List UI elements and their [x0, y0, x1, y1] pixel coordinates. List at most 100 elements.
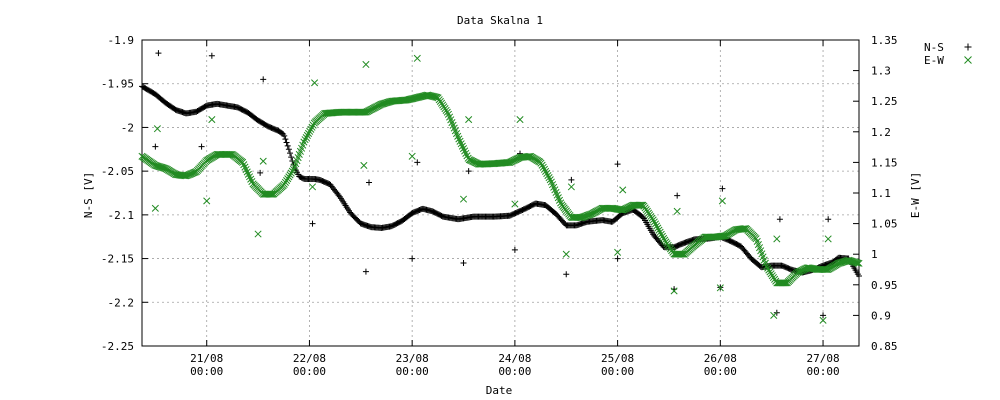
y2-tick-label: 0.9	[871, 309, 891, 322]
y-tick-label: -1.9	[108, 34, 135, 47]
y2-tick-label: 1.2	[871, 126, 891, 139]
data-point-e-w	[654, 224, 662, 232]
outlier-point-n-s	[362, 268, 369, 275]
y-tick-label: -2.25	[101, 340, 134, 353]
data-point-e-w	[227, 150, 235, 158]
outlier-point-e-w	[311, 79, 319, 87]
y2-tick-label: 0.85	[871, 340, 898, 353]
x-tick-label-date: 23/08	[396, 352, 429, 365]
outlier-point-n-s	[260, 76, 267, 83]
y-axis-label: N-S [V]	[82, 172, 95, 218]
outlier-point-n-s	[208, 52, 215, 59]
outlier-point-n-s	[825, 216, 832, 223]
data-point-e-w	[303, 131, 311, 140]
outlier-point-e-w	[773, 235, 781, 243]
data-point-e-w	[540, 165, 548, 173]
data-point-e-w	[651, 220, 660, 228]
outlier-point-e-w	[151, 204, 159, 212]
data-point-e-w	[855, 259, 863, 267]
outlier-point-e-w	[718, 197, 726, 205]
data-point-n-s	[856, 273, 862, 280]
y-tick-label: -2.05	[101, 165, 134, 178]
x-tick-label-time: 00:00	[293, 365, 326, 378]
outlier-point-n-s	[776, 216, 783, 223]
data-point-e-w	[538, 161, 546, 169]
outlier-point-n-s	[257, 169, 264, 176]
outlier-point-n-s	[366, 179, 373, 186]
x-tick-label-time: 00:00	[396, 365, 429, 378]
data-point-e-w	[544, 171, 552, 180]
y2-tick-label: 1	[871, 248, 878, 261]
y2-tick-label: 1.3	[871, 65, 891, 78]
outlier-point-n-s	[309, 220, 316, 227]
y-tick-label: -2.15	[101, 253, 134, 266]
x-tick-label-date: 24/08	[498, 352, 531, 365]
outlier-point-e-w	[716, 284, 724, 292]
legend-marker-n-s	[964, 43, 972, 51]
y2-tick-label: 1.35	[871, 34, 898, 47]
data-point-e-w	[301, 136, 309, 144]
data-point-e-w	[308, 123, 316, 131]
outlier-point-e-w	[254, 230, 262, 238]
data-point-e-w	[679, 250, 687, 258]
outlier-point-n-s	[614, 161, 621, 168]
outlier-point-e-w	[459, 195, 468, 203]
y2-tick-label: 1.25	[871, 95, 898, 108]
data-point-n-s	[289, 158, 296, 165]
outlier-point-e-w	[516, 116, 524, 124]
data-point-e-w	[306, 127, 314, 135]
outlier-point-n-s	[719, 185, 726, 192]
outlier-point-e-w	[360, 161, 368, 170]
data-point-n-s	[639, 214, 646, 221]
data-point-n-s	[282, 136, 289, 143]
outlier-point-e-w	[465, 116, 473, 124]
data-point-e-w	[542, 167, 550, 175]
data-point-n-s	[285, 146, 292, 153]
outlier-point-n-s	[414, 159, 421, 166]
data-point-e-w	[160, 164, 168, 172]
x-tick-label-date: 21/08	[190, 352, 223, 365]
outlier-point-n-s	[674, 192, 681, 199]
data-point-e-w	[853, 259, 861, 267]
data-point-e-w	[239, 158, 247, 166]
y2-tick-label: 1.1	[871, 187, 891, 200]
y2-tick-label: 1.15	[871, 156, 898, 169]
outlier-point-e-w	[511, 200, 519, 208]
data-point-e-w	[649, 216, 657, 224]
outlier-point-e-w	[259, 157, 267, 165]
data-point-e-w	[740, 225, 749, 233]
outlier-point-e-w	[614, 248, 622, 256]
series-e-w-group	[138, 54, 863, 324]
data-point-e-w	[658, 232, 666, 240]
data-point-e-w	[545, 174, 553, 182]
data-point-e-w	[587, 210, 595, 218]
data-point-e-w	[546, 176, 554, 184]
x-tick-label-date: 25/08	[601, 352, 634, 365]
x-tick-label-time: 00:00	[498, 365, 531, 378]
outlier-point-n-s	[820, 312, 827, 319]
data-point-e-w	[653, 222, 661, 230]
x-tick-label-time: 00:00	[601, 365, 634, 378]
outlier-point-n-s	[152, 143, 159, 150]
outlier-point-n-s	[614, 255, 621, 262]
data-point-e-w	[537, 159, 545, 167]
data-point-e-w	[656, 228, 664, 236]
outlier-point-n-s	[198, 143, 205, 150]
outlier-point-e-w	[413, 54, 421, 62]
outlier-point-n-s	[155, 50, 162, 57]
legend-label-e-w: E-W	[924, 54, 944, 67]
grid	[142, 40, 859, 346]
outlier-point-n-s	[511, 246, 518, 253]
x-tick-label-time: 00:00	[190, 365, 223, 378]
data-point-e-w	[721, 232, 729, 240]
data-point-e-w	[655, 226, 663, 234]
ticks: 21/0800:0022/0800:0023/0800:0024/0800:00…	[101, 34, 898, 378]
outlier-point-e-w	[619, 186, 627, 194]
data-point-n-s	[281, 132, 288, 139]
outlier-point-e-w	[208, 116, 216, 124]
data-point-e-w	[650, 218, 658, 226]
data-point-e-w	[762, 262, 771, 270]
legend: N-S E-W	[924, 41, 972, 67]
